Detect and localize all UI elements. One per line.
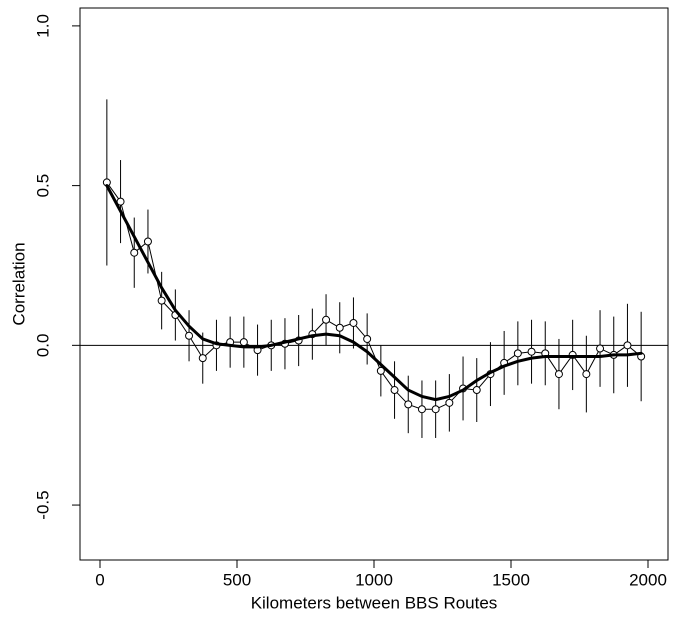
y-tick-label: 0.0 bbox=[33, 334, 52, 358]
data-point bbox=[527, 347, 536, 356]
x-tick-label: 500 bbox=[223, 570, 251, 589]
data-point bbox=[404, 400, 413, 409]
data-point bbox=[335, 323, 344, 332]
data-point bbox=[431, 405, 440, 414]
data-point bbox=[322, 315, 331, 324]
series-line bbox=[105, 184, 643, 402]
data-point bbox=[185, 331, 194, 340]
data-point bbox=[363, 334, 372, 343]
x-tick-label: 1000 bbox=[355, 570, 393, 589]
data-point bbox=[143, 237, 152, 246]
data-point bbox=[376, 366, 385, 375]
data-point bbox=[417, 405, 426, 414]
data-point bbox=[349, 318, 358, 327]
data-point bbox=[596, 344, 605, 353]
series-line bbox=[106, 181, 642, 410]
x-tick-label: 2000 bbox=[629, 570, 667, 589]
data-point bbox=[130, 248, 139, 257]
data-point bbox=[157, 296, 166, 305]
data-point bbox=[582, 370, 591, 379]
data-point bbox=[513, 349, 522, 358]
y-tick-label: 1.0 bbox=[33, 14, 52, 38]
data-point bbox=[239, 338, 248, 347]
x-axis-label: Kilometers between BBS Routes bbox=[251, 593, 498, 612]
x-tick-label: 0 bbox=[95, 570, 104, 589]
data-point bbox=[472, 386, 481, 395]
x-tick-label: 1500 bbox=[492, 570, 530, 589]
y-tick-label: 0.5 bbox=[33, 174, 52, 198]
y-tick-label: -0.5 bbox=[33, 490, 52, 519]
data-point bbox=[390, 386, 399, 395]
data-point bbox=[198, 354, 207, 363]
plot-frame bbox=[79, 7, 669, 561]
data-point bbox=[554, 370, 563, 379]
y-axis-label: Correlation bbox=[9, 242, 28, 325]
data-point bbox=[445, 398, 454, 407]
data-point bbox=[623, 341, 632, 350]
